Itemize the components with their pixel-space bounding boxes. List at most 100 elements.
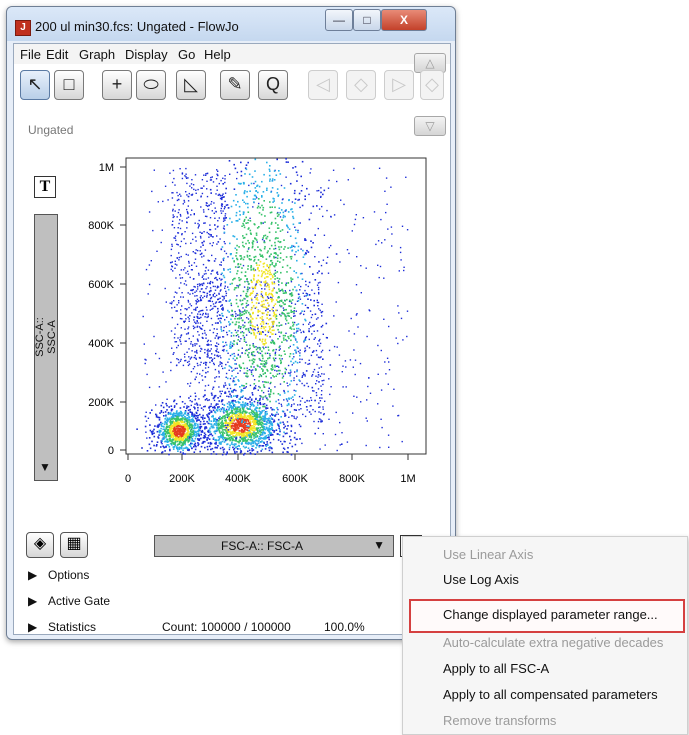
scatter-cluster-event <box>181 438 184 440</box>
scatter-cluster-event <box>269 211 272 214</box>
scatter-cluster-event <box>259 401 261 404</box>
scatter-background-event <box>218 406 220 408</box>
quadrant-cross-tool-icon[interactable]: + <box>102 70 132 100</box>
scatter-cluster-event <box>322 193 324 196</box>
pointer-tool-icon[interactable]: ↖ <box>20 70 50 100</box>
scatter-cluster-event <box>241 423 243 425</box>
menu-help[interactable]: Help <box>204 47 231 62</box>
polygon-gate-tool-icon[interactable]: ◺ <box>176 70 206 100</box>
scatter-cluster-event <box>280 332 282 334</box>
scatter-background-event <box>173 406 176 408</box>
scatter-background-event <box>320 366 323 368</box>
scatter-cluster-event <box>269 441 272 444</box>
menu-display[interactable]: Display <box>125 47 168 62</box>
scatter-background-event <box>311 314 314 316</box>
scatter-cluster-event <box>251 354 254 356</box>
scatter-background-event <box>271 297 273 299</box>
scatter-cluster-event <box>233 277 235 280</box>
scatter-cluster-event <box>279 304 281 307</box>
scatter-cluster-event <box>217 322 219 324</box>
scatter-background-event <box>190 305 193 307</box>
scatter-cluster-event <box>252 415 254 418</box>
menu-edit[interactable]: Edit <box>46 47 69 62</box>
scatter-background-event <box>220 285 222 287</box>
gate-diamond-icon[interactable]: ◇ <box>346 70 376 100</box>
ellipse-gate-tool-icon[interactable]: ⬭ <box>136 70 166 100</box>
scatter-cluster-event <box>238 325 240 327</box>
scatter-background-event <box>207 233 210 235</box>
scatter-background-event <box>230 335 233 337</box>
scatter-cluster-event <box>277 393 280 395</box>
scatter-cluster-event <box>269 239 271 242</box>
scatter-cluster-event <box>271 422 273 425</box>
scatter-background-event <box>188 192 190 195</box>
scatter-background-event <box>226 416 229 419</box>
scatter-cluster-event <box>250 438 253 441</box>
scroll-down-button[interactable]: ▽ <box>414 116 446 136</box>
scatter-cluster-event <box>237 423 240 426</box>
menu-graph[interactable]: Graph <box>79 47 116 62</box>
scatter-background-event <box>318 293 320 295</box>
scatter-cluster-event <box>222 410 225 413</box>
scatter-cluster-event <box>232 235 234 237</box>
next-gate-icon[interactable]: ▷ <box>384 70 414 100</box>
scatter-background-event <box>339 261 341 263</box>
scatter-background-event <box>311 375 313 377</box>
menu-go[interactable]: Go <box>178 47 196 62</box>
scatter-background-event <box>293 377 295 379</box>
scatter-background-event <box>222 367 224 370</box>
scatter-cluster-event <box>245 433 248 435</box>
scatter-background-event <box>178 259 180 261</box>
title-bar[interactable]: J 200 ul min30.fcs: Ungated - FlowJo — □… <box>7 7 455 41</box>
scatter-cluster-event <box>230 433 232 435</box>
scatter-plot[interactable]: 1M 800K 600K 400K 200K 0 0 200K 400K 600… <box>14 44 450 524</box>
scatter-cluster-event <box>160 441 163 444</box>
scatter-cluster-event <box>222 451 225 453</box>
scatter-cluster-event <box>254 194 256 197</box>
scatter-cluster-event <box>294 432 296 434</box>
scatter-cluster-event <box>261 274 263 276</box>
gate-diamond-2-icon[interactable]: ◇ <box>420 70 444 100</box>
scroll-up-button[interactable]: △ <box>414 53 446 73</box>
scatter-cluster-event <box>287 335 289 338</box>
minimize-button[interactable]: — <box>325 9 353 31</box>
scatter-cluster-event <box>241 225 243 227</box>
maximize-button[interactable]: □ <box>353 9 381 31</box>
scatter-cluster-event <box>283 239 285 241</box>
scatter-background-event <box>196 343 198 345</box>
scatter-cluster-event <box>207 422 210 425</box>
pencil-tool-icon[interactable]: ✎ <box>220 70 250 100</box>
scatter-background-event <box>352 366 354 368</box>
y-transform-button[interactable]: T <box>34 176 56 198</box>
scatter-cluster-event <box>233 343 235 346</box>
scatter-background-event <box>227 352 229 354</box>
menu-file[interactable]: File <box>20 47 41 62</box>
scatter-cluster-event <box>269 434 272 436</box>
scatter-cluster-event <box>244 423 246 425</box>
scatter-background-event <box>195 351 198 353</box>
prev-gate-icon[interactable]: ◁ <box>308 70 338 100</box>
y-axis-parameter-selector[interactable]: SSC-A:: SSC-A ▼ <box>34 214 58 481</box>
close-button[interactable]: X <box>381 9 427 31</box>
scatter-cluster-event <box>208 445 211 448</box>
scatter-cluster-event <box>298 379 300 381</box>
scatter-cluster-event <box>288 312 290 314</box>
scatter-cluster-event <box>284 432 287 435</box>
scatter-cluster-event <box>258 439 260 442</box>
scatter-cluster-event <box>262 405 264 408</box>
scatter-cluster-event <box>146 450 149 452</box>
q-tool-icon[interactable]: Q <box>258 70 288 100</box>
scatter-cluster-event <box>206 445 209 448</box>
scatter-background-event <box>190 289 192 291</box>
scatter-background-event <box>223 326 225 329</box>
scatter-cluster-event <box>247 265 249 267</box>
scatter-background-event <box>199 253 202 256</box>
scatter-cluster-event <box>245 302 248 305</box>
scatter-cluster-event <box>261 303 264 306</box>
rectangle-gate-tool-icon[interactable]: □ <box>54 70 84 100</box>
scatter-cluster-event <box>270 260 272 262</box>
scatter-cluster-event <box>219 432 222 434</box>
scatter-cluster-event <box>303 253 306 256</box>
scatter-background-event <box>315 375 317 377</box>
scatter-cluster-event <box>282 259 285 261</box>
